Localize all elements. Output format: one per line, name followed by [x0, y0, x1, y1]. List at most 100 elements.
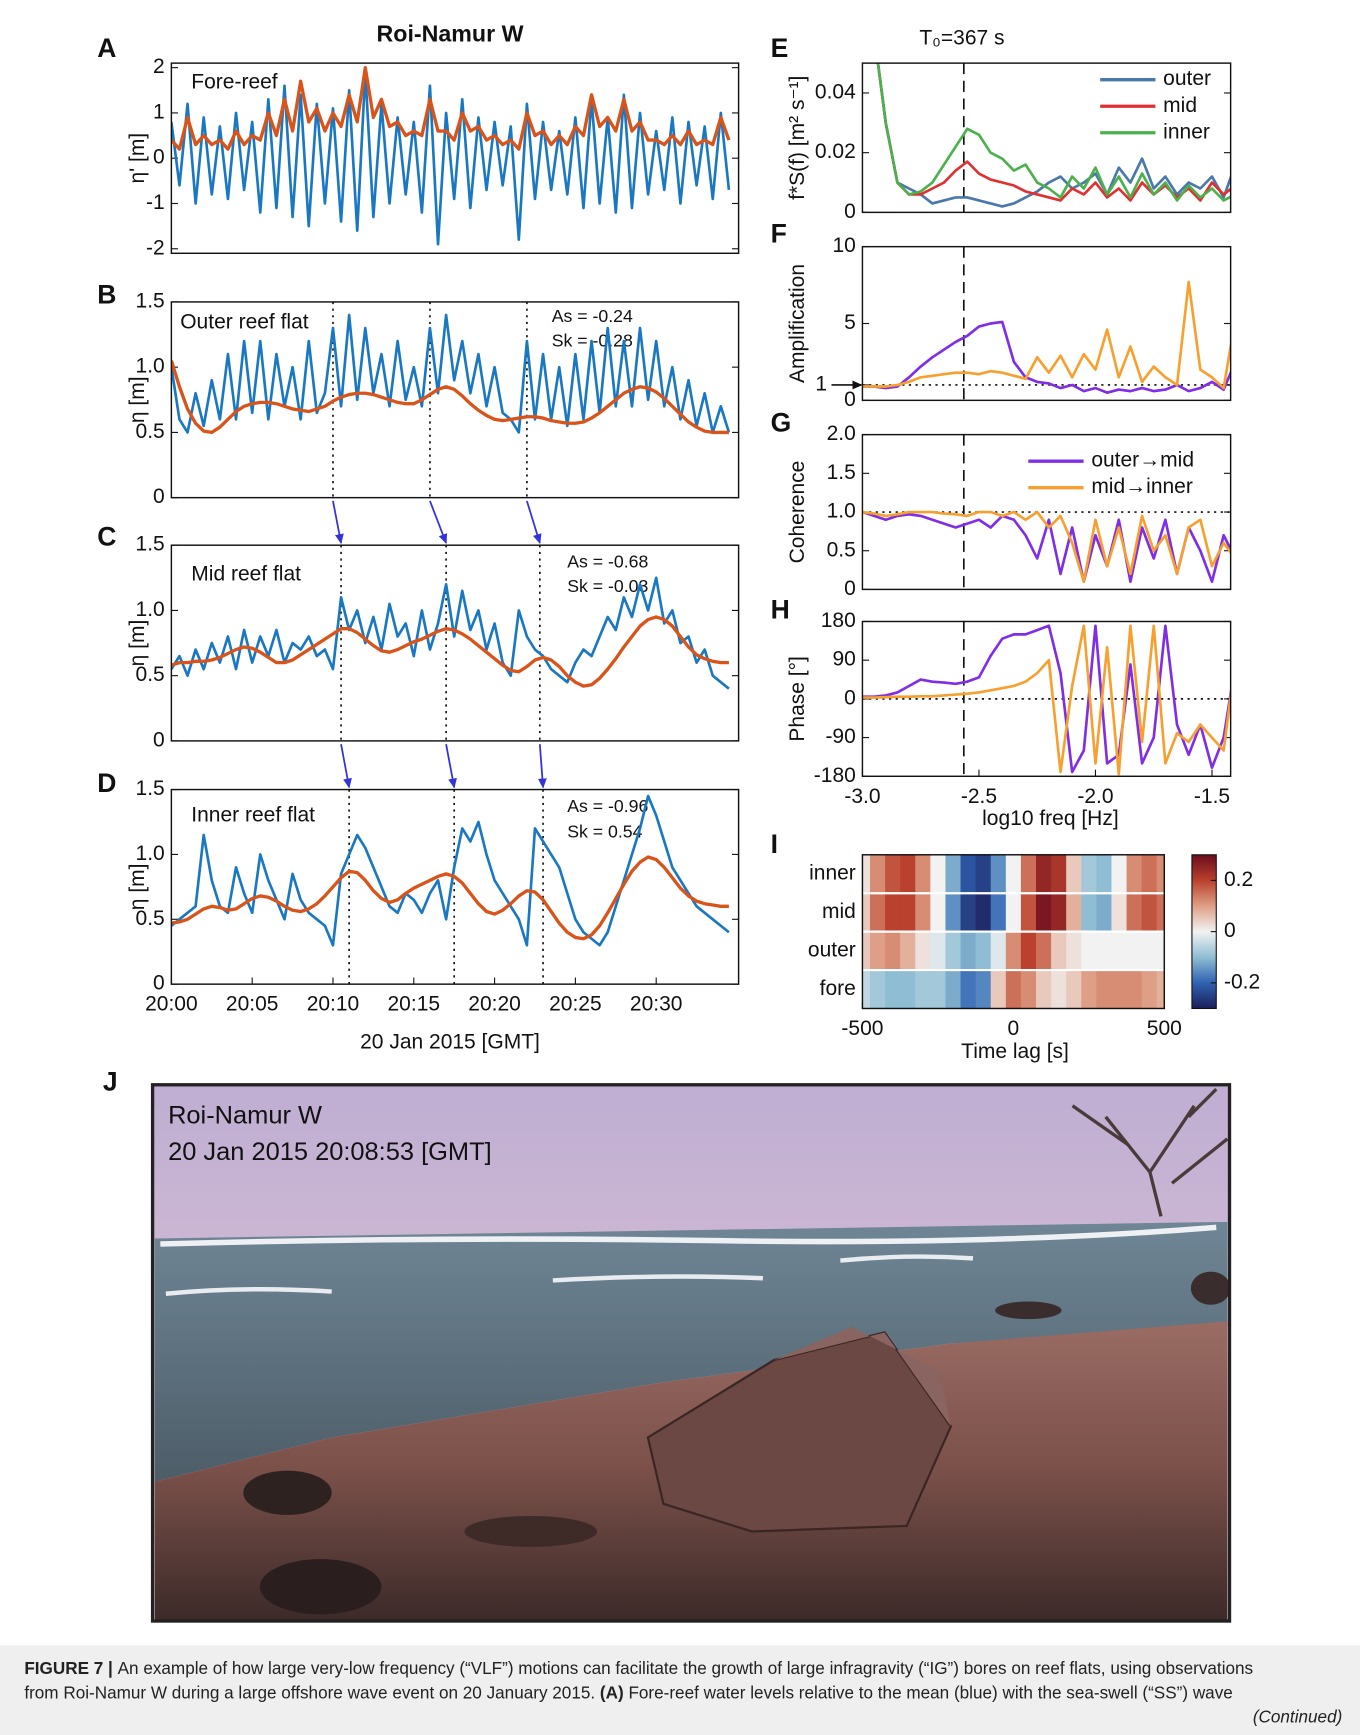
heatmap-cell	[990, 854, 1007, 894]
photo-rock	[995, 1301, 1062, 1320]
caption-text: from Roi-Namur W during a large offshore…	[24, 1682, 595, 1702]
heatmap-cell	[915, 854, 932, 894]
x-tick-label: -3.0	[844, 785, 880, 808]
x-axis-label: log10 freq [Hz]	[982, 807, 1119, 830]
annotation: Fore-reef	[191, 71, 278, 94]
heatmap-cell	[869, 893, 886, 932]
bore-arrow	[445, 744, 457, 789]
y-tick-label: 1.0	[136, 355, 165, 378]
heatmap-cell	[1036, 854, 1052, 894]
line	[862, 510, 1231, 584]
heatmap-cell	[1141, 970, 1158, 1009]
photo: J Roi-Namur W 20 Jan 2015 20:08:53 [GMT]	[103, 1067, 1232, 1623]
heatmap-cell	[975, 854, 992, 894]
heatmap-cell	[930, 893, 947, 932]
photo-rock	[464, 1515, 598, 1547]
x-axis-label: Time lag [s]	[961, 1040, 1069, 1063]
heatmap-cell	[1126, 893, 1143, 932]
line	[876, 63, 1231, 208]
heatmap-cell	[945, 970, 962, 1009]
y-axis-label: η [m]	[126, 620, 149, 667]
heatmap-cell	[869, 854, 886, 894]
heatmap-cell	[990, 931, 1007, 971]
y-tick-label: 0.02	[815, 140, 856, 163]
axis-frame	[861, 245, 1232, 402]
heatmap-cell	[862, 931, 871, 971]
series	[862, 624, 1231, 776]
y-tick-label: 0.5	[827, 538, 856, 561]
x-tick-label: -2.0	[1077, 785, 1113, 808]
x-tick-label: 20:20	[468, 993, 521, 1016]
x-tick-label: 20:10	[307, 993, 360, 1016]
y-tick-label: 0	[153, 485, 165, 508]
heatmap-cell	[1096, 893, 1113, 932]
heatmap-cell	[1111, 893, 1128, 932]
heatmap-cell	[1005, 931, 1022, 971]
y-tick-label: 0	[153, 728, 165, 751]
y-tick-label: 0.5	[136, 663, 165, 686]
heatmap-cell	[1020, 854, 1037, 894]
photo-frame	[150, 1083, 1232, 1623]
line	[171, 855, 729, 941]
heatmap-cell	[1081, 970, 1098, 1009]
x-axis-label: 20 Jan 2015 [GMT]	[360, 1030, 540, 1053]
bore-arrow	[526, 500, 542, 545]
line	[862, 320, 1231, 394]
y-tick-label: 2	[153, 55, 165, 78]
photo-surf	[165, 1254, 974, 1296]
y-tick-label: outer	[808, 938, 856, 961]
y-tick-label: 1.0	[136, 842, 165, 865]
y-tick-label: 1.5	[136, 533, 165, 556]
line	[862, 280, 1231, 390]
line	[862, 510, 1231, 584]
x-tick-label: 20:25	[549, 993, 602, 1016]
heatmap-cell	[1156, 970, 1165, 1009]
line	[171, 576, 730, 690]
heatmap-cell	[1126, 970, 1143, 1009]
y-tick-label: 1.5	[136, 289, 165, 312]
axis-frame	[861, 620, 1232, 777]
caption-background	[0, 1645, 1360, 1735]
heatmap-cell	[945, 893, 962, 932]
heatmap-cell	[990, 893, 1007, 932]
heatmap-cell	[945, 854, 962, 894]
axis-frame	[170, 544, 740, 742]
heatmap-cell	[1051, 970, 1067, 1009]
y-tick-label: 1	[815, 373, 827, 396]
heatmap-cell	[1096, 931, 1113, 971]
heatmap-cell	[960, 970, 977, 1009]
annotation: As = -0.68	[567, 552, 648, 572]
annotation: Inner reef flat	[191, 804, 315, 827]
y-tick-label: -1	[146, 191, 165, 214]
y-tick-label: 90	[832, 648, 855, 671]
photo-text: 20 Jan 2015 20:08:53 [GMT]	[168, 1138, 492, 1166]
heatmap-cell	[1005, 854, 1022, 894]
heatmap-cell	[1096, 854, 1113, 894]
axis-frame	[861, 854, 1166, 1010]
y-tick-label: fore	[820, 977, 856, 1000]
plot-area	[171, 789, 739, 985]
caption-continued: (Continued)	[1253, 1707, 1342, 1727]
legend-label: outer→mid	[1091, 449, 1194, 472]
series	[171, 794, 730, 947]
heatmap-cell	[975, 893, 992, 932]
photo-tree	[1071, 1088, 1229, 1217]
y-tick-label: -2	[146, 236, 165, 259]
x-tick-label: -2.5	[961, 785, 997, 808]
heatmap-cell	[885, 854, 901, 894]
x-tick-label: 500	[1147, 1017, 1182, 1040]
heatmap-cell	[1051, 931, 1067, 971]
photo-sea	[154, 1221, 1228, 1482]
heatmap-cell	[862, 893, 871, 932]
panel-label: C	[97, 522, 116, 552]
y-tick-label: 0	[844, 577, 856, 600]
heatmap-cell	[1036, 931, 1052, 971]
y-axis-label: f*S(f) [m² s⁻¹]	[786, 76, 809, 200]
heatmap-cell	[1005, 970, 1022, 1009]
y-tick-label: 0	[844, 686, 856, 709]
bore-arrow	[332, 500, 344, 545]
heatmap-cell	[1141, 854, 1158, 894]
heatmap-cell	[1156, 931, 1165, 971]
x-tick-label: 20:05	[226, 993, 279, 1016]
